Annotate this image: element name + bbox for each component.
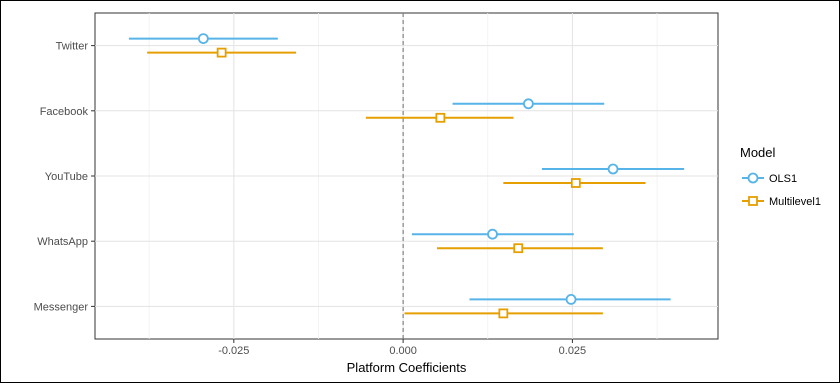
point-ols1-messenger	[567, 295, 576, 304]
point-ols1-twitter	[199, 34, 208, 43]
point-multilevel1-messenger	[499, 309, 507, 317]
point-multilevel1-youtube	[572, 179, 580, 187]
y-tick-label-facebook: Facebook	[40, 106, 89, 118]
y-axis: Twitter Facebook YouTube WhatsApp Messenger	[34, 41, 95, 314]
y-tick-label-twitter: Twitter	[56, 41, 89, 53]
x-axis: -0.025 0.000 0.025	[218, 339, 586, 357]
legend-label-multilevel1: Multilevel1	[769, 196, 821, 208]
y-tick-label-youtube: YouTube	[45, 171, 88, 183]
point-ols1-whatsapp	[488, 230, 497, 239]
legend-label-ols1: OLS1	[769, 173, 797, 185]
legend-key-marker	[749, 174, 758, 183]
point-multilevel1-whatsapp	[514, 244, 522, 252]
legend-item-ols1: OLS1	[742, 173, 797, 185]
y-tick-label-messenger: Messenger	[34, 301, 89, 313]
legend-key-marker	[749, 197, 757, 205]
legend: Model OLS1 Multilevel1	[740, 145, 821, 208]
x-tick-label: -0.025	[218, 345, 249, 357]
legend-items: OLS1 Multilevel1	[742, 173, 821, 208]
point-ols1-facebook	[524, 99, 533, 108]
point-multilevel1-facebook	[436, 114, 444, 122]
x-tick-label: 0.000	[389, 345, 417, 357]
x-axis-title: Platform Coefficients	[347, 360, 467, 375]
legend-item-multilevel1: Multilevel1	[742, 196, 821, 208]
x-tick-label: 0.025	[559, 345, 587, 357]
y-tick-label-whatsapp: WhatsApp	[37, 236, 88, 248]
legend-title: Model	[740, 145, 776, 160]
point-multilevel1-twitter	[218, 49, 226, 57]
point-ols1-youtube	[609, 165, 618, 174]
